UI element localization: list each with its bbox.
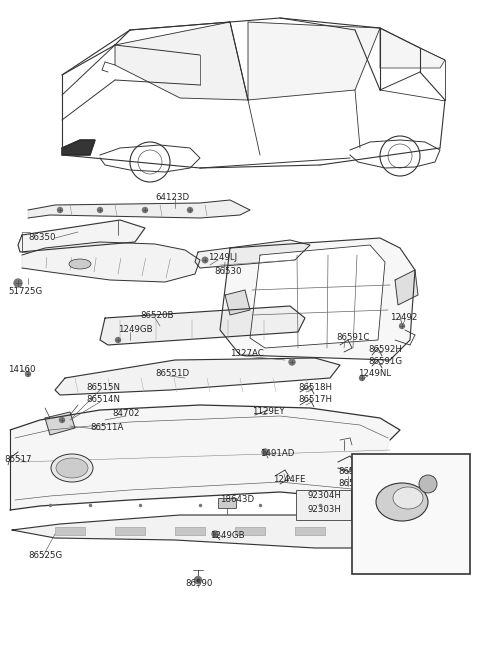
Polygon shape (250, 245, 385, 348)
Circle shape (202, 257, 208, 263)
Polygon shape (395, 270, 418, 305)
Text: 86518H: 86518H (298, 384, 332, 393)
Polygon shape (100, 306, 305, 345)
Text: 86523B: 86523B (338, 479, 372, 488)
Circle shape (289, 359, 295, 365)
Text: 1244FE: 1244FE (273, 475, 305, 484)
Text: 1129EY: 1129EY (252, 408, 285, 417)
Circle shape (188, 207, 192, 213)
Text: 92303H: 92303H (308, 506, 342, 514)
Text: 1491AD: 1491AD (260, 450, 294, 459)
Bar (175, 527, 205, 535)
Polygon shape (55, 358, 340, 395)
Bar (352, 454, 470, 574)
Text: 86524C: 86524C (338, 468, 372, 477)
Text: 1249LJ: 1249LJ (208, 253, 237, 262)
Bar (218, 498, 236, 508)
Circle shape (60, 417, 64, 422)
Circle shape (25, 371, 31, 377)
Ellipse shape (69, 259, 91, 269)
Text: 86591G: 86591G (368, 357, 402, 366)
Text: 92202: 92202 (416, 543, 444, 552)
Text: 18643D: 18643D (220, 495, 254, 505)
Circle shape (14, 279, 22, 287)
Text: 86520B: 86520B (140, 311, 173, 320)
Text: 86514N: 86514N (86, 395, 120, 404)
Circle shape (360, 375, 364, 380)
Text: 86517: 86517 (4, 455, 32, 464)
Text: 86525G: 86525G (28, 552, 62, 561)
Ellipse shape (51, 454, 93, 482)
Circle shape (399, 324, 405, 329)
Polygon shape (18, 220, 145, 252)
Text: 86592H: 86592H (368, 346, 402, 355)
Ellipse shape (376, 483, 428, 521)
Text: 51725G: 51725G (8, 287, 42, 297)
Text: 18649A: 18649A (432, 486, 465, 494)
Text: 14160: 14160 (8, 366, 36, 375)
Circle shape (194, 576, 202, 583)
Polygon shape (10, 405, 400, 510)
Circle shape (97, 207, 103, 213)
Text: 86590: 86590 (185, 579, 212, 589)
Bar (295, 527, 325, 535)
Ellipse shape (56, 458, 88, 478)
Polygon shape (195, 240, 310, 268)
Circle shape (58, 207, 62, 213)
Text: 1249NL: 1249NL (358, 370, 391, 379)
Circle shape (262, 449, 268, 455)
Polygon shape (115, 22, 248, 100)
Text: 86511A: 86511A (90, 424, 123, 433)
Circle shape (143, 207, 147, 213)
Circle shape (212, 531, 218, 537)
Polygon shape (28, 200, 250, 218)
Circle shape (419, 475, 437, 493)
Polygon shape (225, 290, 250, 315)
Polygon shape (45, 412, 75, 435)
Polygon shape (12, 515, 395, 548)
Bar (115, 527, 145, 535)
Polygon shape (22, 242, 200, 282)
Text: 12492: 12492 (390, 313, 418, 322)
Circle shape (116, 337, 120, 342)
Text: 92304H: 92304H (308, 492, 342, 501)
Text: 86517H: 86517H (298, 395, 332, 404)
Polygon shape (248, 22, 380, 100)
Polygon shape (220, 238, 415, 360)
Text: 86515N: 86515N (86, 384, 120, 393)
Text: 64123D: 64123D (155, 194, 189, 202)
Text: 86350: 86350 (28, 233, 56, 242)
Text: 86591C: 86591C (336, 333, 370, 342)
Polygon shape (62, 140, 95, 155)
Text: 86530: 86530 (214, 267, 241, 276)
Text: 1249GB: 1249GB (210, 532, 245, 541)
Text: 86551D: 86551D (155, 370, 189, 379)
Bar (296, 490, 351, 520)
Text: 84702: 84702 (112, 410, 140, 419)
Text: 1249GB: 1249GB (118, 326, 153, 335)
Bar (235, 527, 265, 535)
Text: (W/FOG LAMP): (W/FOG LAMP) (358, 459, 421, 468)
Text: 91214B: 91214B (404, 501, 437, 510)
Text: 92201: 92201 (416, 556, 444, 565)
Polygon shape (380, 28, 445, 68)
Ellipse shape (393, 487, 423, 509)
Text: 1327AC: 1327AC (230, 349, 264, 359)
Bar (55, 527, 85, 535)
